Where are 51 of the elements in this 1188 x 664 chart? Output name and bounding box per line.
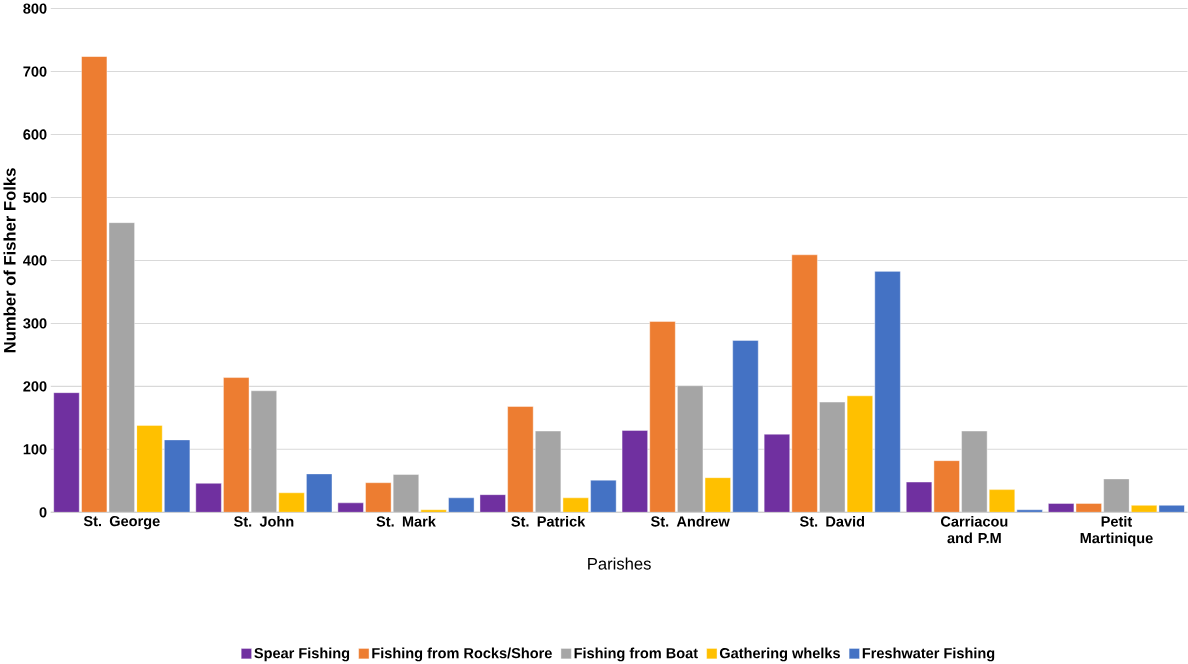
x-tick-label: St. Patrick [511,516,586,527]
bar [507,406,534,513]
bar [223,377,250,513]
y-tick-label: 500 [23,192,47,203]
x-tick-label: St. Andrew [650,516,730,527]
bar [677,385,704,513]
x-tick-label: St. David [799,516,865,527]
bar [108,222,135,513]
x-tick-label: St. John [234,516,294,527]
bar [819,401,846,513]
y-tick-label: 700 [23,66,47,77]
bar [704,477,731,513]
bar [846,395,873,513]
bar [874,271,901,513]
bar [164,439,191,513]
legend-label: Gathering whelks [719,647,840,662]
x-tick-label: Carriacou and P.M [941,516,1008,544]
legend-label: Freshwater Fishing [862,647,995,662]
bar [392,474,419,513]
x-tick-label: St. Mark [376,516,436,527]
bar [250,390,277,513]
y-tick-label: 400 [23,255,47,266]
bar [791,254,818,513]
x-tick-label: Petit Martinique [1080,516,1153,547]
bar [1103,478,1130,513]
legend-label: Spear Fishing [254,647,350,662]
y-tick-label: 300 [23,318,47,329]
y-tick-label: 200 [23,381,47,392]
y-axis-title: Number of Fisher Folks [3,168,16,353]
y-tick-label: 100 [23,444,47,455]
bar [535,430,562,513]
bar [732,340,759,513]
y-tick-label: 600 [23,129,47,140]
bar [81,56,108,513]
bar [649,321,676,513]
bar [961,430,988,513]
bar [562,497,589,513]
bar [933,460,960,513]
bar [590,480,617,513]
bar [136,425,163,513]
x-tick-label: St. George [83,516,160,530]
bar [989,489,1015,513]
legend-label: Fishing from Rocks/Shore [372,647,552,662]
bar [365,482,392,513]
y-tick-label: 0 [39,507,47,518]
x-axis-title: Parishes [588,557,651,570]
y-tick-label: 800 [23,3,47,14]
bar [278,492,305,513]
bar [306,473,333,513]
bar [448,497,475,513]
legend-label: Fishing from Boat [574,647,698,662]
